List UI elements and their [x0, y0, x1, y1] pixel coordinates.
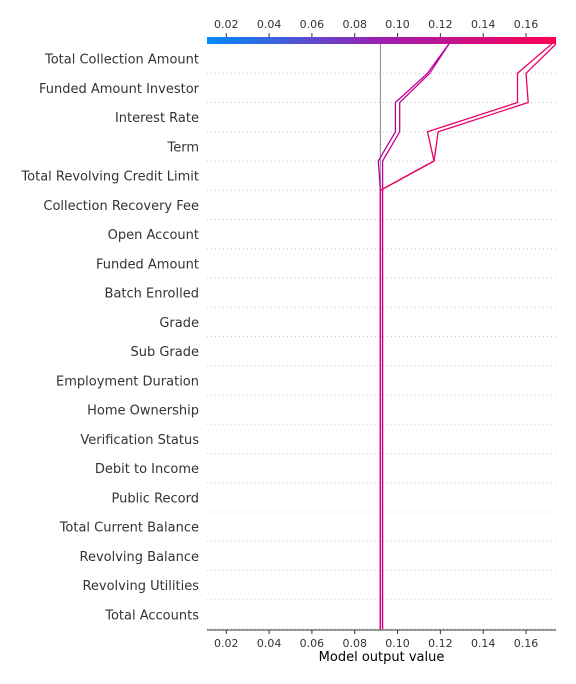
top-tick-label: 0.08 — [342, 18, 367, 31]
feature-label: Term — [166, 140, 199, 155]
feature-label: Interest Rate — [115, 111, 199, 126]
bottom-tick-label: 0.04 — [257, 637, 282, 650]
feature-label: Funded Amount — [96, 257, 199, 272]
feature-label: Total Accounts — [104, 608, 199, 623]
colorbar — [207, 37, 556, 44]
feature-label: Funded Amount Investor — [39, 82, 200, 97]
top-tick-label: 0.06 — [300, 18, 325, 31]
feature-label: Open Account — [108, 228, 199, 243]
feature-label: Batch Enrolled — [105, 287, 199, 302]
top-tick-label: 0.04 — [257, 18, 282, 31]
bottom-tick-label: 0.02 — [214, 637, 239, 650]
bottom-tick-label: 0.08 — [342, 637, 367, 650]
top-tick-label: 0.10 — [385, 18, 410, 31]
bottom-tick-label: 0.16 — [514, 637, 539, 650]
bottom-tick-label: 0.10 — [385, 637, 410, 650]
bottom-tick-label: 0.12 — [428, 637, 453, 650]
bottom-tick-label: 0.14 — [471, 637, 496, 650]
feature-label: Verification Status — [80, 433, 199, 448]
bottom-tick-label: 0.06 — [300, 637, 325, 650]
series-line — [381, 43, 450, 629]
feature-label: Debit to Income — [95, 462, 199, 477]
x-axis-title: Model output value — [319, 650, 445, 665]
series-line — [379, 43, 557, 629]
feature-label: Sub Grade — [130, 345, 199, 360]
top-tick-label: 0.12 — [428, 18, 453, 31]
bottom-axis: 0.02 0.04 0.06 0.08 0.10 0.12 0.14 0.16 — [214, 630, 538, 650]
feature-label: Total Current Balance — [59, 521, 199, 536]
top-tick-label: 0.14 — [471, 18, 496, 31]
series-layer — [377, 43, 557, 629]
top-tick-label: 0.16 — [514, 18, 539, 31]
feature-label: Collection Recovery Fee — [43, 199, 199, 214]
feature-label: Employment Duration — [56, 374, 199, 389]
feature-labels: Total Collection Amount Funded Amount Inv… — [20, 53, 199, 624]
feature-label: Grade — [159, 316, 199, 331]
series-line — [379, 43, 553, 629]
feature-label: Revolving Balance — [80, 550, 199, 565]
feature-label: Revolving Utilities — [82, 579, 199, 594]
feature-label: Total Revolving Credit Limit — [20, 170, 199, 185]
feature-label: Total Collection Amount — [44, 53, 199, 68]
top-axis: 0.02 0.04 0.06 0.08 0.10 0.12 0.14 0.16 — [214, 18, 538, 37]
feature-label: Home Ownership — [87, 404, 199, 419]
feature-label: Public Record — [111, 491, 199, 506]
top-tick-label: 0.02 — [214, 18, 239, 31]
